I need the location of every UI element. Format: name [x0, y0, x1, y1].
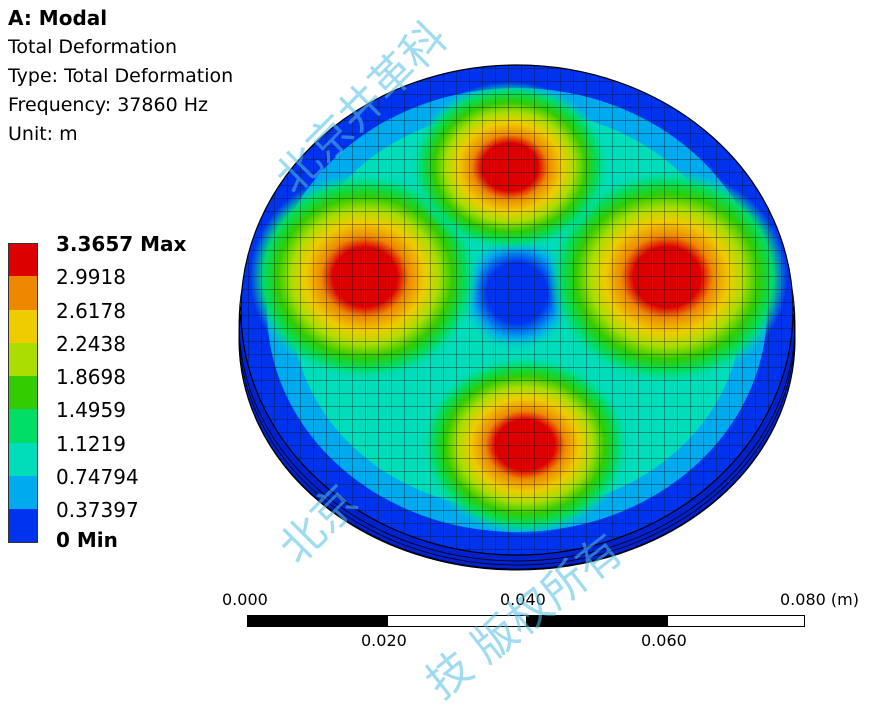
- legend-swatch: [8, 509, 38, 543]
- legend-label: 3.3657 Max: [56, 232, 187, 256]
- legend-label: 1.1219: [56, 431, 126, 456]
- result-unit: Unit: m: [8, 123, 78, 145]
- legend-swatch: [8, 376, 38, 410]
- scale-label: 0.020: [361, 631, 407, 650]
- scale-segment-dark: [527, 615, 667, 627]
- result-name: Total Deformation: [8, 36, 178, 58]
- legend-swatch: [8, 409, 38, 443]
- deformed-disk-model[interactable]: [235, 55, 800, 575]
- result-frequency: Frequency: 37860 Hz: [8, 94, 208, 116]
- analysis-title: A: Modal: [8, 6, 108, 30]
- scale-label: 0.080 (m): [780, 590, 859, 609]
- legend-swatch: [8, 309, 38, 343]
- scale-label: 0.040: [500, 590, 546, 609]
- legend-label: 0.74794: [56, 465, 139, 490]
- scale-label: 0.060: [641, 631, 687, 650]
- legend-label: 1.4959: [56, 398, 126, 423]
- legend-swatch: [8, 276, 38, 310]
- legend-label: 0 Min: [56, 527, 118, 552]
- disk-top-face: [241, 65, 793, 555]
- scale-label: 0.000: [222, 590, 268, 609]
- legend-label: 2.2438: [56, 331, 126, 356]
- scale-segment-light: [667, 615, 805, 627]
- legend-swatch: [8, 342, 38, 377]
- legend-label: 1.8698: [56, 365, 126, 390]
- legend-swatch: [8, 476, 38, 510]
- legend-label: 2.9918: [56, 265, 126, 290]
- legend-label: 2.6178: [56, 298, 126, 323]
- scale-segment-dark: [247, 615, 387, 627]
- legend-swatch: [8, 243, 38, 277]
- result-type: Type: Total Deformation: [8, 65, 234, 87]
- scale-segment-light: [387, 615, 527, 627]
- legend-label: 0.37397: [56, 498, 139, 523]
- result-header: A: Modal Total Deformation Type: Total D…: [8, 4, 233, 149]
- legend-swatch: [8, 442, 38, 477]
